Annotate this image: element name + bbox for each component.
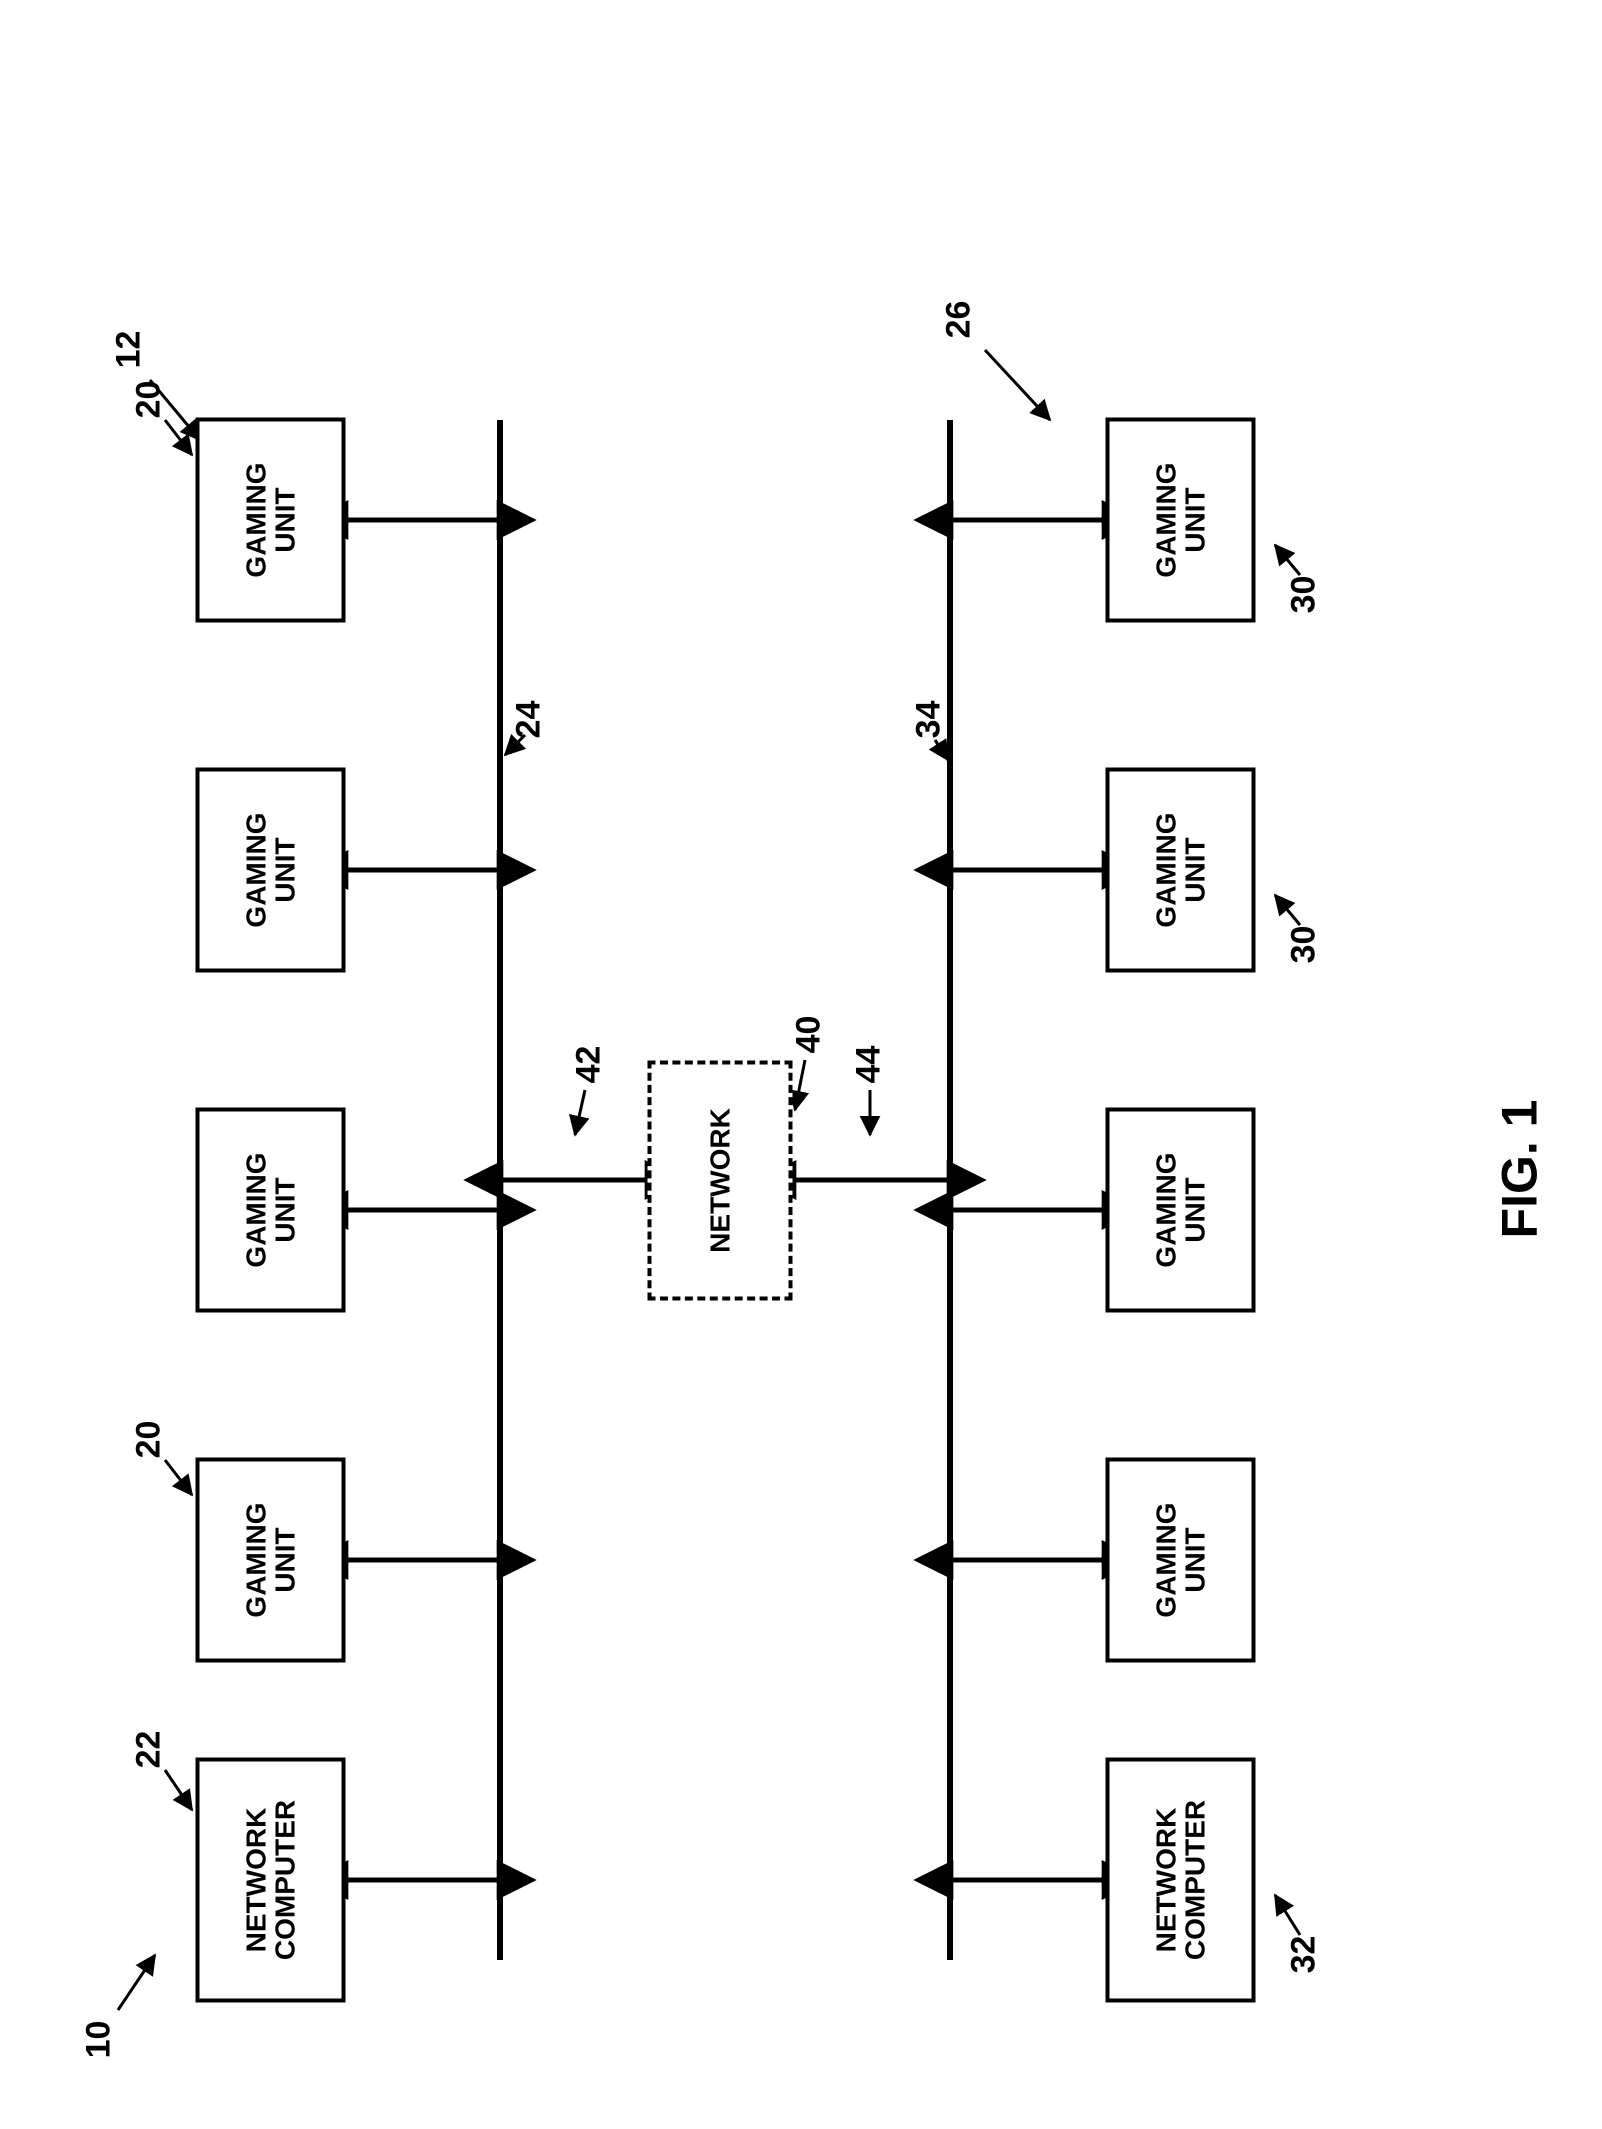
node-nc2: NETWORKCOMPUTER — [1105, 1758, 1255, 2003]
ref-42: 42 — [569, 1046, 608, 1084]
ref-32: 32 — [1284, 1936, 1323, 1974]
ref-40: 40 — [789, 1016, 828, 1054]
figure-title: FIG. 1 — [1490, 1100, 1548, 1239]
node-gu2d: GAMINGUNIT — [1105, 418, 1255, 623]
ref-10: 10 — [79, 2021, 118, 2059]
diagram-canvas: NETWORKCOMPUTER GAMINGUNIT GAMINGUNIT GAMIN… — [0, 0, 1602, 2129]
node-net: NETWORK — [648, 1060, 793, 1300]
node-gu1c: GAMINGUNIT — [195, 768, 345, 973]
ref-20: 20 — [129, 381, 168, 419]
node-gu1a: GAMINGUNIT — [195, 1458, 345, 1663]
node-nc1: NETWORKCOMPUTER — [195, 1758, 345, 2003]
node-gu1b: GAMINGUNIT — [195, 1108, 345, 1313]
ref-44: 44 — [849, 1046, 888, 1084]
node-gu2b: GAMINGUNIT — [1105, 1108, 1255, 1313]
ref-22: 22 — [129, 1731, 168, 1769]
ref-26: 26 — [939, 301, 978, 339]
ref-12: 12 — [109, 331, 148, 369]
ref-30: 30 — [1284, 926, 1323, 964]
ref-34: 34 — [909, 701, 948, 739]
ref-20: 20 — [129, 1421, 168, 1459]
ref-30: 30 — [1284, 576, 1323, 614]
node-gu2c: GAMINGUNIT — [1105, 768, 1255, 973]
node-gu1d: GAMINGUNIT — [195, 418, 345, 623]
node-gu2a: GAMINGUNIT — [1105, 1458, 1255, 1663]
ref-24: 24 — [509, 701, 548, 739]
